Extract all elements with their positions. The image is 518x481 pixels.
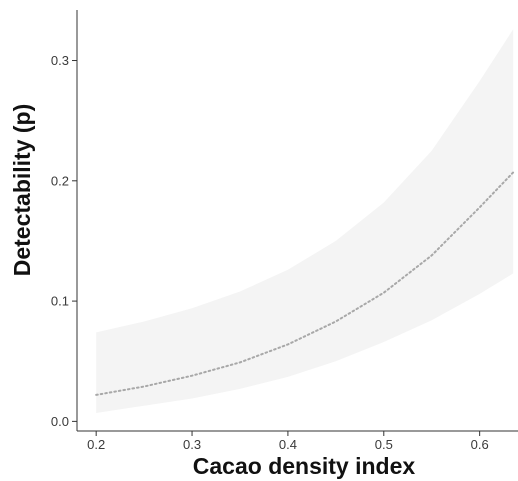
y-axis-title: Detectability (p) — [9, 104, 35, 277]
fitted-line — [95, 171, 515, 396]
y-tick-label: 0.0 — [51, 414, 69, 429]
y-tick-label: 0.1 — [51, 294, 69, 309]
x-axis-title: Cacao density index — [193, 453, 416, 479]
x-tick-label: 0.6 — [471, 437, 489, 452]
x-tick-label: 0.5 — [375, 437, 393, 452]
y-tick-label: 0.2 — [51, 173, 69, 188]
x-tick-label: 0.2 — [87, 437, 105, 452]
x-tick-label: 0.3 — [183, 437, 201, 452]
y-tick-label: 0.3 — [51, 53, 69, 68]
x-tick-label: 0.4 — [279, 437, 297, 452]
plot-area — [95, 29, 515, 413]
axis-ticks: 0.2 0.3 0.4 0.5 0.6 0.0 0.1 0.2 0.3 — [51, 53, 489, 452]
confidence-band — [96, 29, 514, 413]
